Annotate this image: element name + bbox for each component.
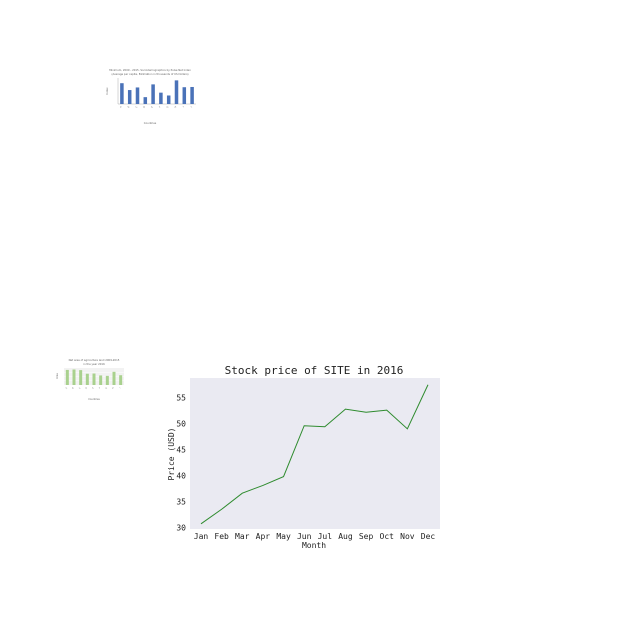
chart2-bar [85, 373, 89, 385]
chart3-x-tick-label: Aug [338, 532, 353, 541]
chart2-bar [79, 370, 83, 385]
chart2-bar [112, 371, 116, 385]
mini-bar-chart-blue: Minimum, 2009 - 2015. Sociodemographics … [105, 68, 196, 125]
chart3-y-tick-label: 40 [176, 472, 186, 481]
chart1-bar [166, 95, 171, 104]
chart2-x-tick-label: H [111, 386, 115, 390]
chart1-x-tick-label: B [127, 105, 131, 109]
chart3-y-tick-label: 55 [176, 394, 186, 403]
chart1-y-axis-label: Index [105, 87, 109, 95]
chart2-x-tick-label: I [119, 386, 122, 389]
chart1-x-tick-label: E [151, 105, 155, 109]
chart1-bar [135, 87, 140, 104]
chart3-x-tick-label: Feb [214, 532, 229, 541]
chart1-bar [174, 80, 179, 104]
chart1-bar [190, 86, 194, 104]
chart2-title: Net area of agriculture land 2009-2015 [69, 358, 120, 362]
chart1-bar [159, 92, 163, 104]
chart3-x-axis-label: Month [302, 541, 326, 550]
chart2-x-tick-label: G [105, 386, 109, 390]
chart2-bar [72, 369, 76, 385]
chart2-x-tick-label: B [72, 386, 76, 390]
chart2-x-tick-label: C [78, 386, 82, 390]
chart3-x-tick-label: Apr [256, 532, 271, 541]
chart3-y-tick-label: 45 [176, 446, 186, 455]
chart1-x-tick-label: D [143, 105, 147, 109]
chart2-x-tick-label: D [85, 386, 89, 390]
chart1-bar [143, 97, 148, 104]
chart3-y-tick-label: 35 [176, 497, 186, 506]
chart1-x-axis-label: Countries [144, 121, 157, 125]
chart1-x-tick-label: A [119, 105, 123, 109]
chart1-x-tick-label: I [182, 105, 185, 108]
chart2-bar [99, 375, 103, 385]
chart2-bar [65, 369, 69, 385]
chart2-bar [92, 373, 96, 385]
chart3-x-tick-label: Jun [297, 532, 312, 541]
chart3-series-line [200, 384, 429, 525]
chart3-plot-area [190, 378, 440, 529]
chart3-x-tick-label: Jan [194, 532, 209, 541]
chart3-x-tick-label: Sep [359, 532, 374, 541]
mini-bar-chart-green: Net area of agriculture land 2009-2015 i… [56, 358, 124, 401]
chart2-x-axis-label: Countries [88, 398, 100, 401]
chart2-bar [105, 375, 109, 385]
chart3-title: Stock price of SITE in 2016 [225, 364, 404, 377]
chart2-y-axis-label: Area [56, 373, 59, 379]
chart3-x-tick-label: Oct [380, 532, 395, 541]
chart1-x-tick-label: C [135, 105, 139, 109]
chart3-x-tick-label: Jul [318, 532, 333, 541]
chart3-y-tick-label: 30 [176, 523, 186, 532]
chart3-x-tick-label: Mar [235, 532, 250, 541]
chart1-bar [182, 87, 187, 104]
chart2-bar [119, 375, 123, 385]
chart1-bar [151, 84, 155, 104]
chart2-x-tick-label: F [98, 386, 102, 390]
chart1-x-tick-label: J [189, 105, 193, 109]
chart3-x-tick-label: Dec [421, 532, 436, 541]
chart1-bar [120, 83, 124, 104]
chart1-subtitle: (Average per capita, Estimation in thous… [111, 72, 188, 76]
chart1-x-tick-label: G [166, 105, 170, 109]
chart1-x-tick-label: H [174, 105, 178, 109]
stock-line-chart: Stock price of SITE in 2016 30 35 40 45 50 55… [167, 364, 440, 550]
chart3-y-axis-label: Price (USD) [167, 428, 176, 481]
chart2-subtitle: in the year 2016 [83, 362, 105, 366]
chart1-title: Minimum, 2009 - 2015. Sociodemographics … [109, 68, 191, 72]
chart1-bar [127, 90, 132, 104]
chart3-x-tick-label: Nov [400, 532, 415, 541]
chart3-y-tick-label: 50 [176, 420, 186, 429]
chart3-x-tick-label: May [276, 532, 291, 541]
chart2-x-tick-label: A [65, 386, 69, 390]
chart1-x-tick-label: F [159, 105, 163, 109]
chart2-x-tick-label: E [92, 386, 96, 390]
